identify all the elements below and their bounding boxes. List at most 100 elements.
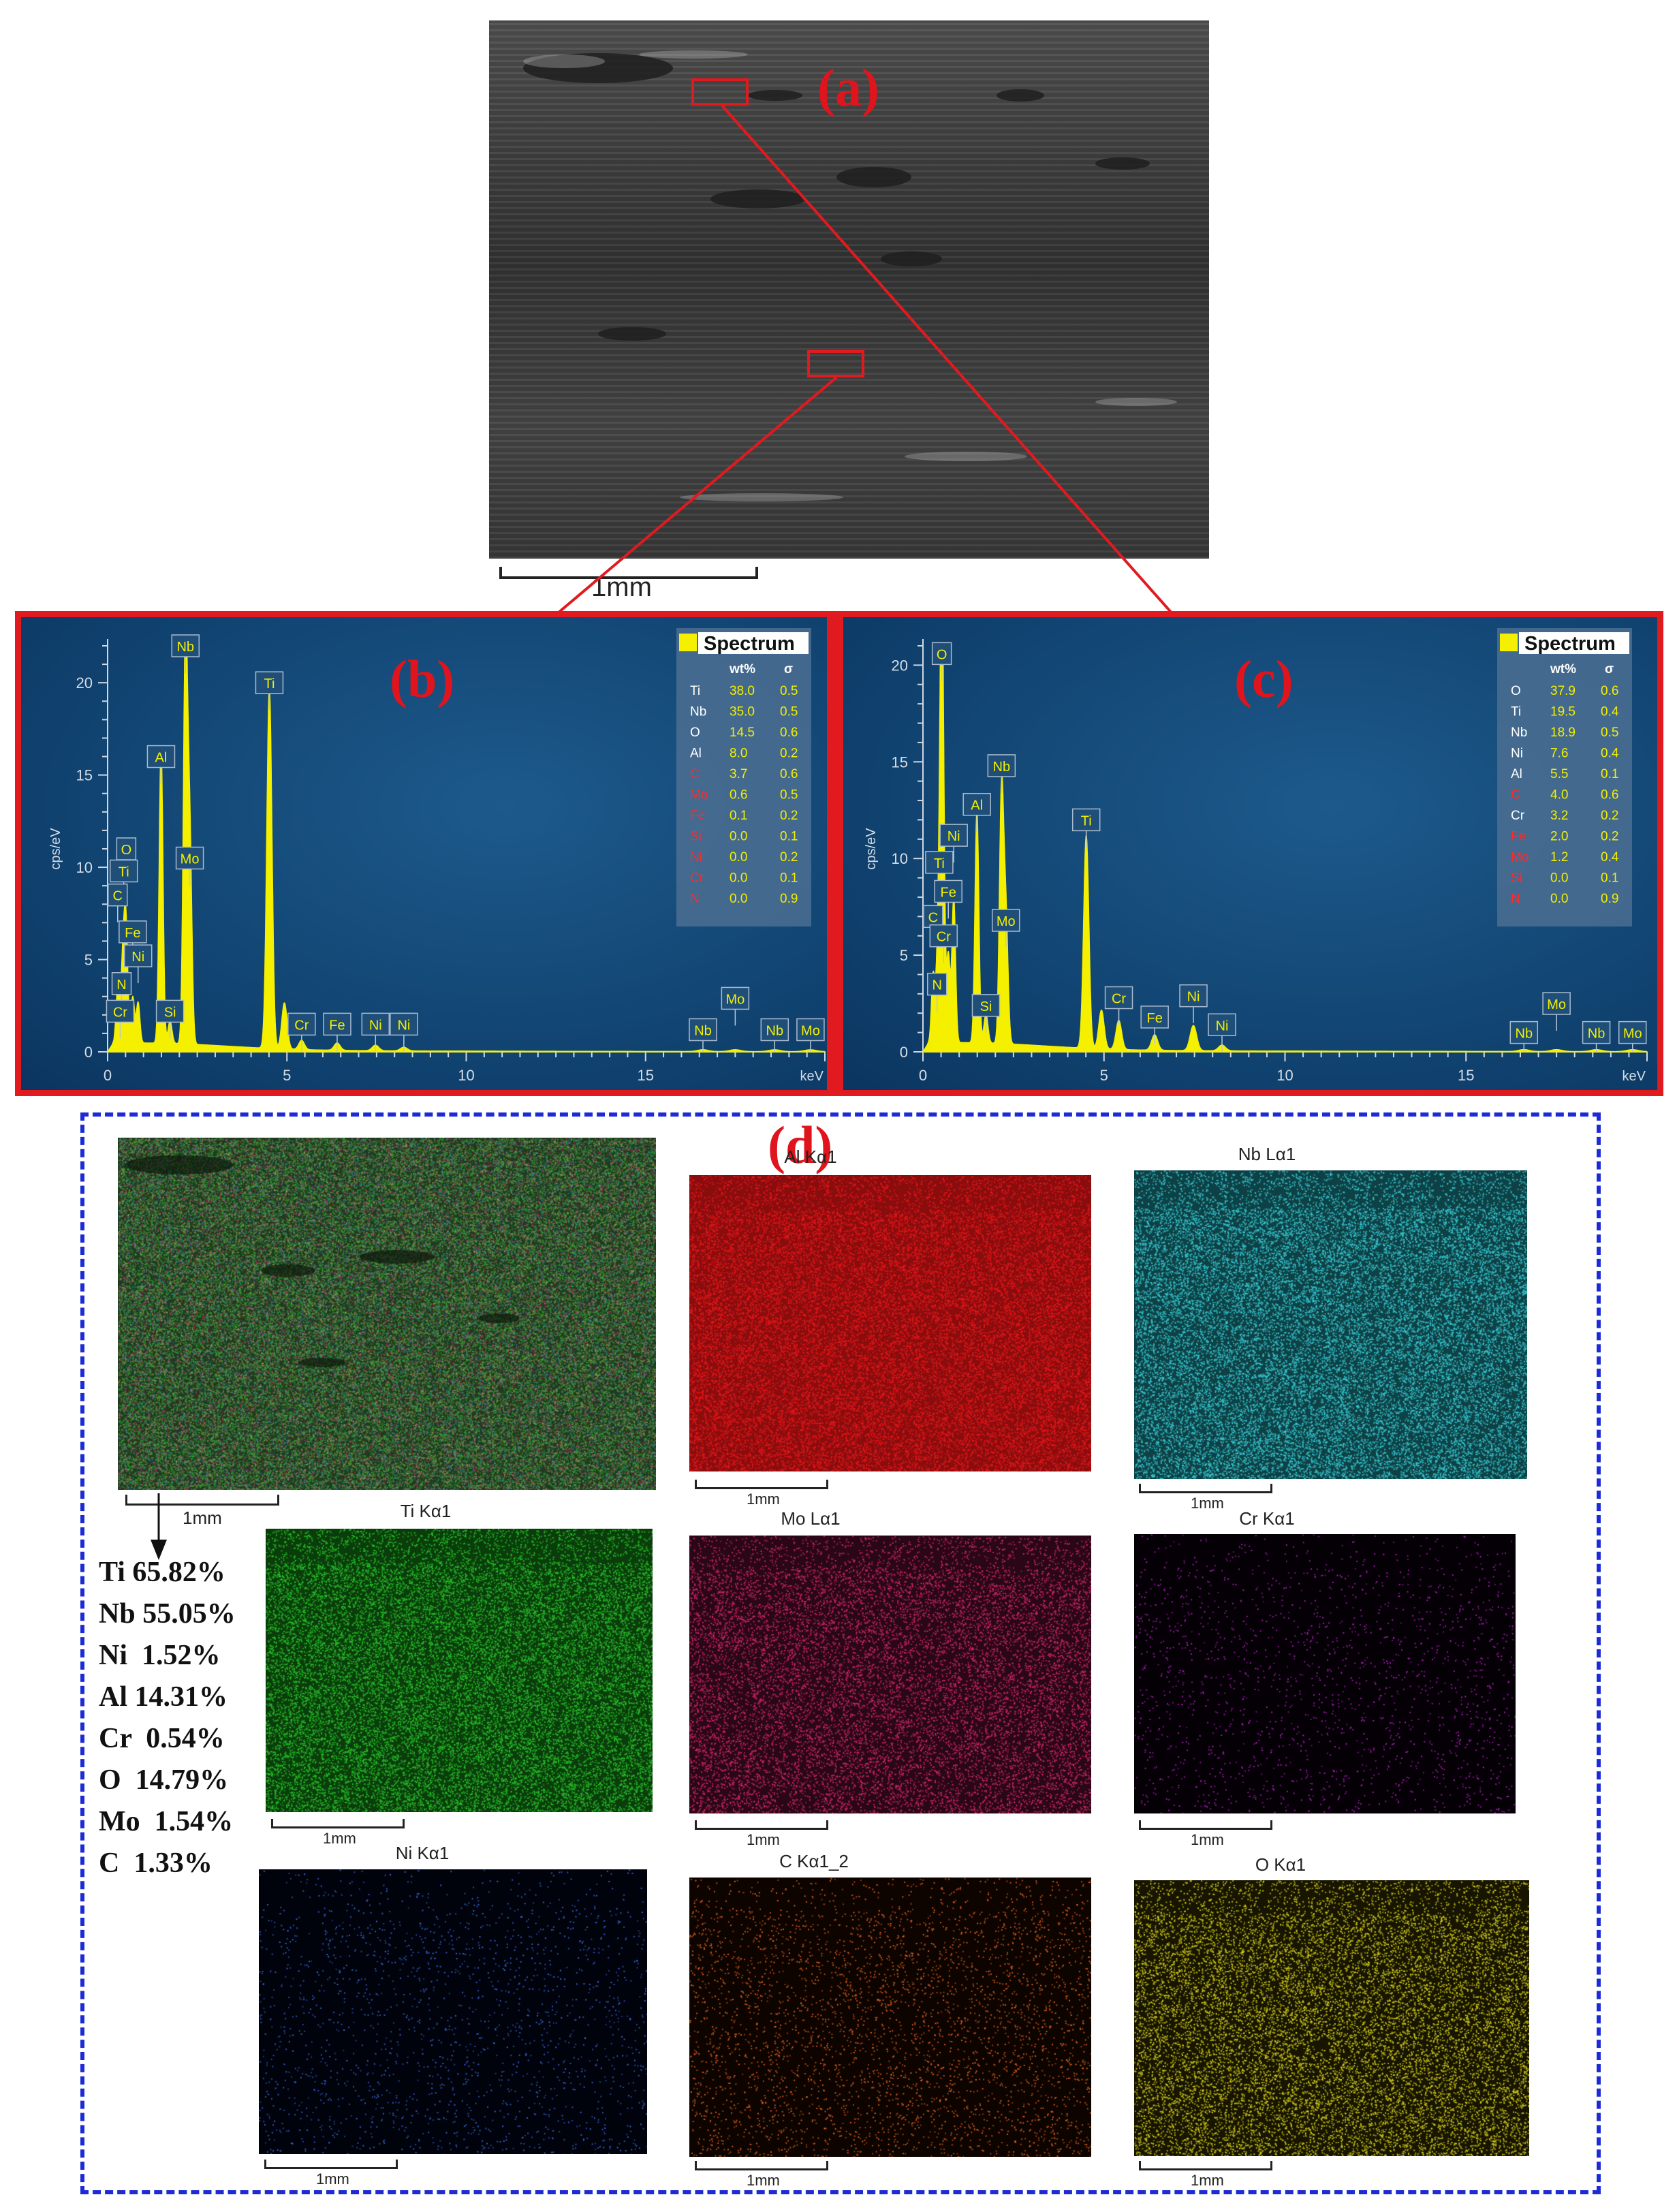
element-map <box>1134 1534 1516 1813</box>
peak-label-fe: Fe <box>119 920 147 959</box>
svg-text:0.4: 0.4 <box>1601 747 1619 761</box>
peak-label-ni: Ni <box>939 824 968 863</box>
svg-text:Ni: Ni <box>1216 1018 1229 1033</box>
svg-text:N: N <box>1511 892 1520 906</box>
peak-label-si: Si <box>155 999 185 1039</box>
svg-text:Ni: Ni <box>131 950 144 965</box>
peak-label-nb: Nb <box>760 1018 789 1052</box>
spectrum-b: 0 5 10 15 0 5 10 15 20 keV cps/eV Nb Ti Al Mo O Ti C Fe Ni N… <box>21 617 827 1090</box>
sem-scale-bar <box>499 567 758 579</box>
peak-ti <box>1101 1012 1103 1014</box>
svg-text:0.2: 0.2 <box>1601 830 1618 844</box>
map-scale-label: 1mm <box>316 2170 349 2187</box>
spectrum-legend: Spectrum wt% σ Ti 38.0 0.5 Nb 35.0 0.5 O 14.5 0.6 Al… <box>676 628 811 926</box>
element-map <box>1134 1880 1529 2156</box>
spectrum-c: 0 5 10 15 0 5 10 15 20 keV cps/eV O Nb Al Ni Ti Fe C Cr N Ti… <box>843 617 1657 1090</box>
svg-text:Cr: Cr <box>1511 809 1525 823</box>
panel-label-a: (a) <box>817 58 879 117</box>
element-map-canvas <box>689 1878 1091 2157</box>
sem-texture <box>523 50 1177 501</box>
table-row: Fe 2.0 0.2 <box>1511 830 1618 844</box>
svg-text:14.5: 14.5 <box>730 726 755 740</box>
element-map-canvas <box>266 1529 653 1812</box>
svg-text:Si: Si <box>1511 871 1522 886</box>
svg-text:0.6: 0.6 <box>780 726 798 740</box>
svg-text:C: C <box>1511 788 1520 803</box>
svg-text:Ti: Ti <box>119 865 129 880</box>
svg-text:Cr: Cr <box>1112 992 1126 1007</box>
svg-text:Si: Si <box>164 1005 176 1020</box>
map-scale-bar <box>264 2160 398 2169</box>
composition-item: Cr 0.54% <box>99 1723 225 1754</box>
peak-label-nb: Nb <box>689 1018 717 1052</box>
table-row: O 37.9 0.6 <box>1511 684 1618 698</box>
maps-frame <box>80 1112 1601 2194</box>
element-map-canvas <box>689 1175 1091 1471</box>
y-tick-label: 10 <box>76 859 93 876</box>
svg-text:Ti: Ti <box>264 676 275 691</box>
element-map <box>689 1536 1091 1813</box>
peak-label-ni: Ni <box>361 1012 390 1052</box>
svg-text:Ti: Ti <box>690 684 700 698</box>
map-scale-bar <box>695 2161 828 2170</box>
x-tick-label: 15 <box>1458 1067 1474 1084</box>
svg-text:0.2: 0.2 <box>780 747 798 761</box>
map-title: Cr Kα1 <box>1239 1508 1295 1529</box>
svg-text:4.0: 4.0 <box>1550 788 1568 803</box>
svg-text:Al: Al <box>971 798 983 813</box>
composition-item: O 14.79% <box>99 1764 229 1796</box>
svg-text:0.0: 0.0 <box>730 892 747 906</box>
table-row: Ti 38.0 0.5 <box>690 684 798 698</box>
table-header: wt% <box>729 662 755 676</box>
table-row: Mo 1.2 0.4 <box>1511 850 1619 864</box>
svg-text:Nb: Nb <box>766 1023 784 1038</box>
svg-text:18.9: 18.9 <box>1550 726 1576 740</box>
composition-item: C 1.33% <box>99 1848 213 1879</box>
map-scale-bar <box>271 1819 405 1828</box>
table-row: Al 5.5 0.1 <box>1511 767 1618 781</box>
svg-text:1.2: 1.2 <box>1550 850 1568 864</box>
y-tick-label: 0 <box>84 1044 93 1061</box>
composition-list: Ti 65.82% Nb 55.05% Ni 1.52% Al 14.31% Cr 0.… <box>99 1552 236 1884</box>
svg-text:0.4: 0.4 <box>1601 850 1619 864</box>
peak-label-ti: Ti <box>109 859 138 899</box>
svg-text:Fe: Fe <box>329 1018 345 1033</box>
peak-ti <box>283 1005 285 1007</box>
svg-text:Si: Si <box>690 830 702 844</box>
y-tick-label: 5 <box>900 947 908 964</box>
peak-label-al: Al <box>962 792 991 832</box>
y-tick-label: 20 <box>892 657 908 674</box>
peak-label-fe: Fe <box>323 1012 351 1052</box>
composite-map <box>118 1138 656 1490</box>
svg-text:0.0: 0.0 <box>1550 892 1568 906</box>
svg-text:Mo: Mo <box>181 852 200 867</box>
element-map <box>1134 1170 1527 1479</box>
svg-text:C: C <box>113 889 123 904</box>
map-scale-bar <box>695 1820 828 1830</box>
svg-text:0.1: 0.1 <box>780 871 798 886</box>
peak-c <box>116 995 119 997</box>
peak-label-nb: Nb <box>1509 1021 1539 1052</box>
map-title: Mo Lα1 <box>781 1508 841 1529</box>
svg-text:N: N <box>690 892 700 906</box>
svg-text:Ti: Ti <box>1511 705 1521 719</box>
svg-text:0.1: 0.1 <box>1601 871 1618 886</box>
svg-text:Mo: Mo <box>801 1023 820 1038</box>
x-unit-label: keV <box>800 1069 824 1084</box>
svg-text:0.5: 0.5 <box>1601 726 1618 740</box>
map-scale-label: 1mm <box>323 1830 356 1847</box>
sem-roi-box-2 <box>807 350 864 377</box>
svg-text:0.9: 0.9 <box>1601 892 1618 906</box>
table-header: σ <box>784 662 793 676</box>
peak-label-n: N <box>926 972 947 1012</box>
peak-fe <box>947 964 950 966</box>
legend-title: Spectrum <box>704 633 795 655</box>
composition-item: Ti 65.82% <box>99 1557 225 1588</box>
svg-text:N: N <box>932 978 942 993</box>
peak-label-ti: Ti <box>1071 808 1101 847</box>
y-axis-label: cps/eV <box>864 828 879 870</box>
table-row: N 0.0 0.9 <box>1511 892 1618 906</box>
x-tick-label: 15 <box>638 1067 654 1084</box>
element-map <box>689 1878 1091 2157</box>
peak-label-cr: Cr <box>1104 986 1133 1025</box>
